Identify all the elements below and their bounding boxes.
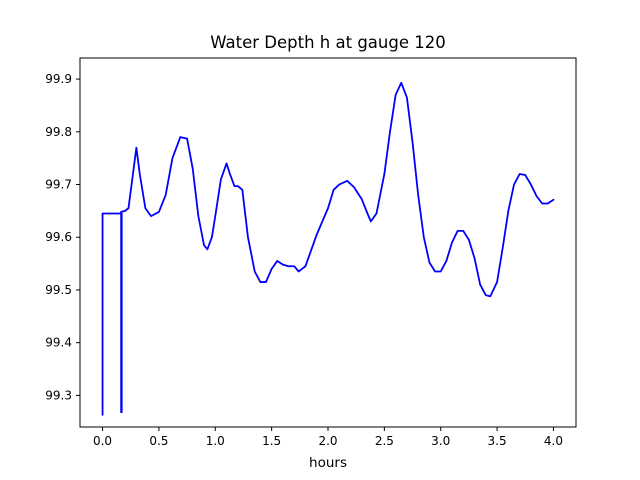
x-axis-label: hours bbox=[309, 455, 347, 471]
plot-area: 0.0 0.5 1.0 1.5 2.0 2.5 3.0 3.5 4.0 99.3 99.4 99.5 9… bbox=[45, 57, 577, 448]
y-tick-label: 99.6 bbox=[45, 230, 72, 244]
y-tick-label: 99.8 bbox=[45, 125, 72, 139]
chart-title: Water Depth h at gauge 120 bbox=[210, 33, 445, 52]
x-tick-label: 1.5 bbox=[262, 434, 281, 448]
x-tick-label: 3.5 bbox=[488, 434, 507, 448]
x-tick-label: 2.0 bbox=[318, 434, 337, 448]
x-tick-label: 0.0 bbox=[93, 434, 112, 448]
x-tick-label: 4.0 bbox=[544, 434, 563, 448]
series-line-0 bbox=[101, 81, 555, 416]
y-tick-label: 99.7 bbox=[45, 178, 72, 192]
x-tick-label: 3.0 bbox=[431, 434, 450, 448]
x-tick-label: 0.5 bbox=[149, 434, 168, 448]
y-tick-label: 99.5 bbox=[45, 283, 72, 297]
y-tick-label: 99.4 bbox=[45, 336, 72, 350]
x-tick-label: 2.5 bbox=[375, 434, 394, 448]
x-tick-label: 1.0 bbox=[206, 434, 225, 448]
y-tick-label: 99.9 bbox=[45, 72, 72, 86]
y-tick-label: 99.3 bbox=[45, 388, 72, 402]
